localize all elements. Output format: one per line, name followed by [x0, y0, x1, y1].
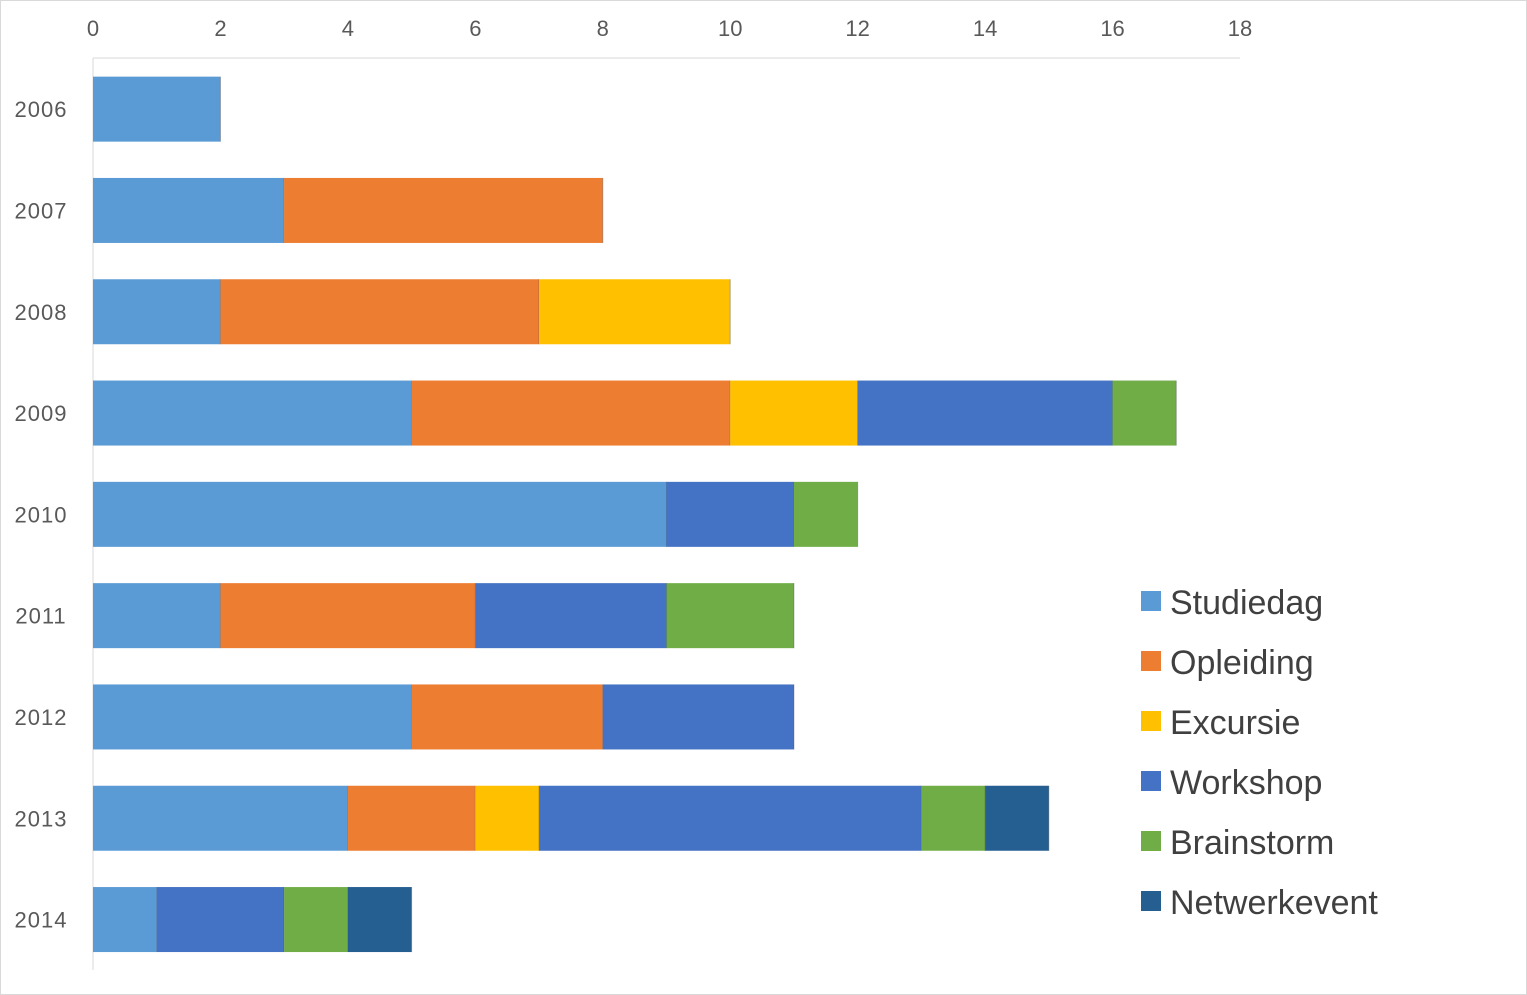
bars-layer [93, 76, 1177, 953]
y-tick-label: 2009 [15, 401, 68, 426]
x-tick-label: 0 [87, 16, 99, 41]
y-tick-label: 2010 [15, 502, 68, 527]
bar-segment-studiedag-2012 [93, 684, 412, 750]
bar-segment-brainstorm-2010 [793, 481, 858, 547]
legend-label-netwerkevent: Netwerkevent [1170, 884, 1378, 922]
bar-segment-excursie-2013 [475, 785, 540, 851]
bar-segment-brainstorm-2014 [284, 887, 348, 953]
bar-segment-workshop-2012 [602, 684, 794, 750]
bar-segment-brainstorm-2011 [666, 583, 794, 649]
bar-segment-studiedag-2011 [93, 583, 221, 649]
y-tick-label: 2007 [15, 198, 68, 223]
legend: Studiedag Opleiding Excursie Workshop Brains… [1141, 584, 1378, 922]
bar-segment-workshop-2014 [156, 887, 285, 953]
legend-swatch-workshop [1141, 771, 1161, 791]
legend-label-excursie: Excursie [1170, 704, 1300, 742]
y-tick-label: 2008 [15, 300, 68, 325]
bar-segment-studiedag-2008 [93, 279, 221, 345]
bar-segment-workshop-2009 [857, 380, 1113, 446]
bar-segment-workshop-2011 [475, 583, 667, 649]
bar-segment-brainstorm-2009 [1112, 380, 1177, 446]
x-tick-label: 12 [845, 16, 869, 41]
bar-segment-studiedag-2013 [93, 785, 348, 851]
bar-segment-opleiding-2013 [347, 785, 476, 851]
bar-segment-studiedag-2014 [93, 887, 157, 953]
y-tick-label: 2006 [15, 97, 68, 122]
y-tick-label: 2012 [15, 705, 68, 730]
x-tick-label: 16 [1100, 16, 1124, 41]
x-tick-label: 18 [1228, 16, 1252, 41]
legend-swatch-excursie [1141, 711, 1161, 731]
bar-segment-excursie-2008 [539, 279, 731, 345]
legend-label-brainstorm: Brainstorm [1170, 824, 1334, 862]
bar-segment-opleiding-2008 [220, 279, 540, 345]
x-tick-label: 4 [342, 16, 354, 41]
axis-layer: 0 2 4 6 8 10 12 14 16 18 2006 2007 2008 2009 2010 2011 2… [15, 16, 1252, 970]
legend-label-studiedag: Studiedag [1170, 584, 1323, 622]
y-tick-label: 2011 [15, 604, 66, 629]
bar-segment-opleiding-2007 [284, 177, 603, 243]
legend-label-workshop: Workshop [1170, 764, 1322, 802]
bar-segment-opleiding-2012 [411, 684, 603, 750]
legend-swatch-studiedag [1141, 591, 1161, 611]
x-tick-label: 8 [597, 16, 609, 41]
bar-segment-opleiding-2009 [411, 380, 731, 446]
x-tick-label: 2 [214, 16, 226, 41]
x-tick-label: 6 [469, 16, 481, 41]
bar-segment-opleiding-2011 [220, 583, 476, 649]
legend-label-opleiding: Opleiding [1170, 644, 1314, 682]
bar-segment-workshop-2013 [539, 785, 922, 851]
bar-segment-studiedag-2007 [93, 177, 285, 243]
bar-segment-excursie-2009 [730, 380, 858, 446]
y-tick-label: 2013 [15, 806, 68, 831]
x-tick-label: 10 [718, 16, 742, 41]
bar-segment-netwerkevent-2014 [347, 887, 412, 953]
y-tick-label: 2014 [15, 908, 68, 933]
legend-swatch-brainstorm [1141, 831, 1161, 851]
bar-segment-workshop-2010 [666, 481, 794, 547]
bar-segment-studiedag-2010 [93, 481, 667, 547]
x-tick-label: 14 [973, 16, 997, 41]
bar-segment-studiedag-2009 [93, 380, 412, 446]
legend-swatch-netwerkevent [1141, 891, 1161, 911]
legend-swatch-opleiding [1141, 651, 1161, 671]
bar-segment-netwerkevent-2013 [985, 785, 1049, 851]
bar-segment-studiedag-2006 [93, 76, 221, 142]
bar-segment-brainstorm-2013 [921, 785, 986, 851]
